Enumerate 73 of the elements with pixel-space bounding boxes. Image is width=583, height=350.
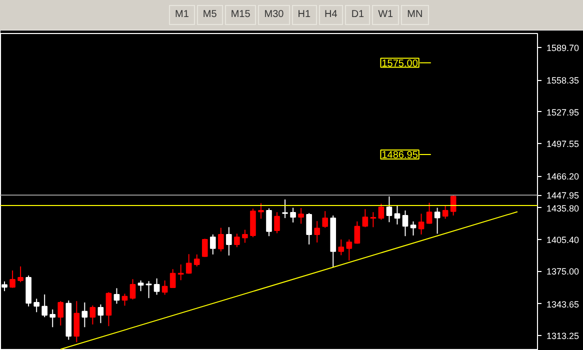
y-tick-label: 1343.65 bbox=[546, 299, 580, 310]
y-tick-label: 1466.20 bbox=[546, 172, 580, 182]
y-tick-label: 1405.40 bbox=[546, 234, 580, 245]
candlestick bbox=[10, 270, 16, 288]
y-tick-label: 1589.70 bbox=[546, 42, 580, 53]
text: MN bbox=[401, 5, 429, 26]
candlestick bbox=[410, 220, 416, 236]
candlestick bbox=[274, 212, 280, 234]
ref-line-label: 1486.95 bbox=[382, 150, 418, 161]
candlestick bbox=[194, 254, 200, 267]
text: M15 bbox=[224, 5, 256, 26]
candlestick bbox=[426, 202, 432, 224]
candlestick bbox=[242, 229, 248, 244]
candlestick bbox=[146, 280, 152, 299]
candlestick bbox=[170, 268, 176, 288]
candlestick bbox=[258, 202, 264, 220]
candlestick bbox=[434, 207, 440, 234]
text: D1 bbox=[345, 5, 370, 26]
candlestick bbox=[282, 198, 288, 219]
text: M30 bbox=[258, 5, 290, 26]
candlestick bbox=[218, 227, 224, 252]
candlestick bbox=[306, 212, 312, 245]
candlestick bbox=[202, 238, 208, 258]
candlestick bbox=[58, 300, 64, 326]
candlestick bbox=[402, 210, 408, 237]
candlestick bbox=[74, 300, 80, 343]
candlestick bbox=[90, 304, 96, 325]
candlestick bbox=[234, 233, 240, 248]
candlestick bbox=[394, 204, 400, 225]
candlestick bbox=[122, 293, 128, 306]
candlestick bbox=[50, 308, 56, 328]
text: H1 bbox=[292, 5, 317, 26]
candlestick bbox=[314, 220, 320, 243]
candlestick bbox=[18, 266, 24, 283]
y-tick-label: 1313.25 bbox=[546, 330, 580, 341]
candlestick bbox=[186, 254, 192, 274]
candlestick bbox=[266, 208, 272, 237]
candlestick bbox=[362, 208, 368, 228]
candlestick bbox=[106, 292, 112, 327]
text: M5 bbox=[196, 5, 223, 26]
candlestick bbox=[370, 212, 376, 228]
candlestick bbox=[226, 226, 232, 256]
text: M1 bbox=[169, 5, 195, 26]
text: W1 bbox=[372, 5, 400, 26]
candlestick bbox=[354, 220, 360, 244]
candlestick bbox=[298, 208, 304, 224]
candlestick bbox=[178, 264, 184, 281]
candlestick bbox=[162, 280, 168, 296]
candlestick bbox=[154, 278, 160, 296]
candlestick bbox=[82, 302, 88, 328]
candlestick bbox=[138, 280, 144, 292]
candlestick bbox=[418, 213, 424, 235]
candlestick bbox=[322, 210, 328, 228]
candlestick bbox=[98, 304, 104, 324]
y-tick-label: 1447.95 bbox=[546, 190, 580, 201]
candlestick bbox=[114, 288, 120, 304]
ref-line-label: 1575.00 bbox=[382, 58, 418, 70]
candlestick bbox=[386, 196, 392, 223]
candlestick bbox=[378, 203, 384, 220]
y-tick-label: 1435.80 bbox=[546, 203, 580, 214]
candlestick bbox=[34, 298, 40, 313]
text: H4 bbox=[318, 5, 344, 26]
candlestick bbox=[346, 238, 352, 261]
y-tick-label: 1497.55 bbox=[546, 138, 580, 149]
y-tick-label: 1558.35 bbox=[546, 76, 580, 86]
candlestick bbox=[338, 238, 344, 256]
candlestick bbox=[210, 234, 216, 255]
y-tick-label: 1375.00 bbox=[546, 266, 580, 277]
y-tick-label: 1527.95 bbox=[546, 107, 580, 118]
candlestick bbox=[42, 294, 48, 318]
candlestick bbox=[442, 206, 448, 220]
candlestick bbox=[290, 207, 296, 223]
candlestick bbox=[130, 278, 136, 300]
